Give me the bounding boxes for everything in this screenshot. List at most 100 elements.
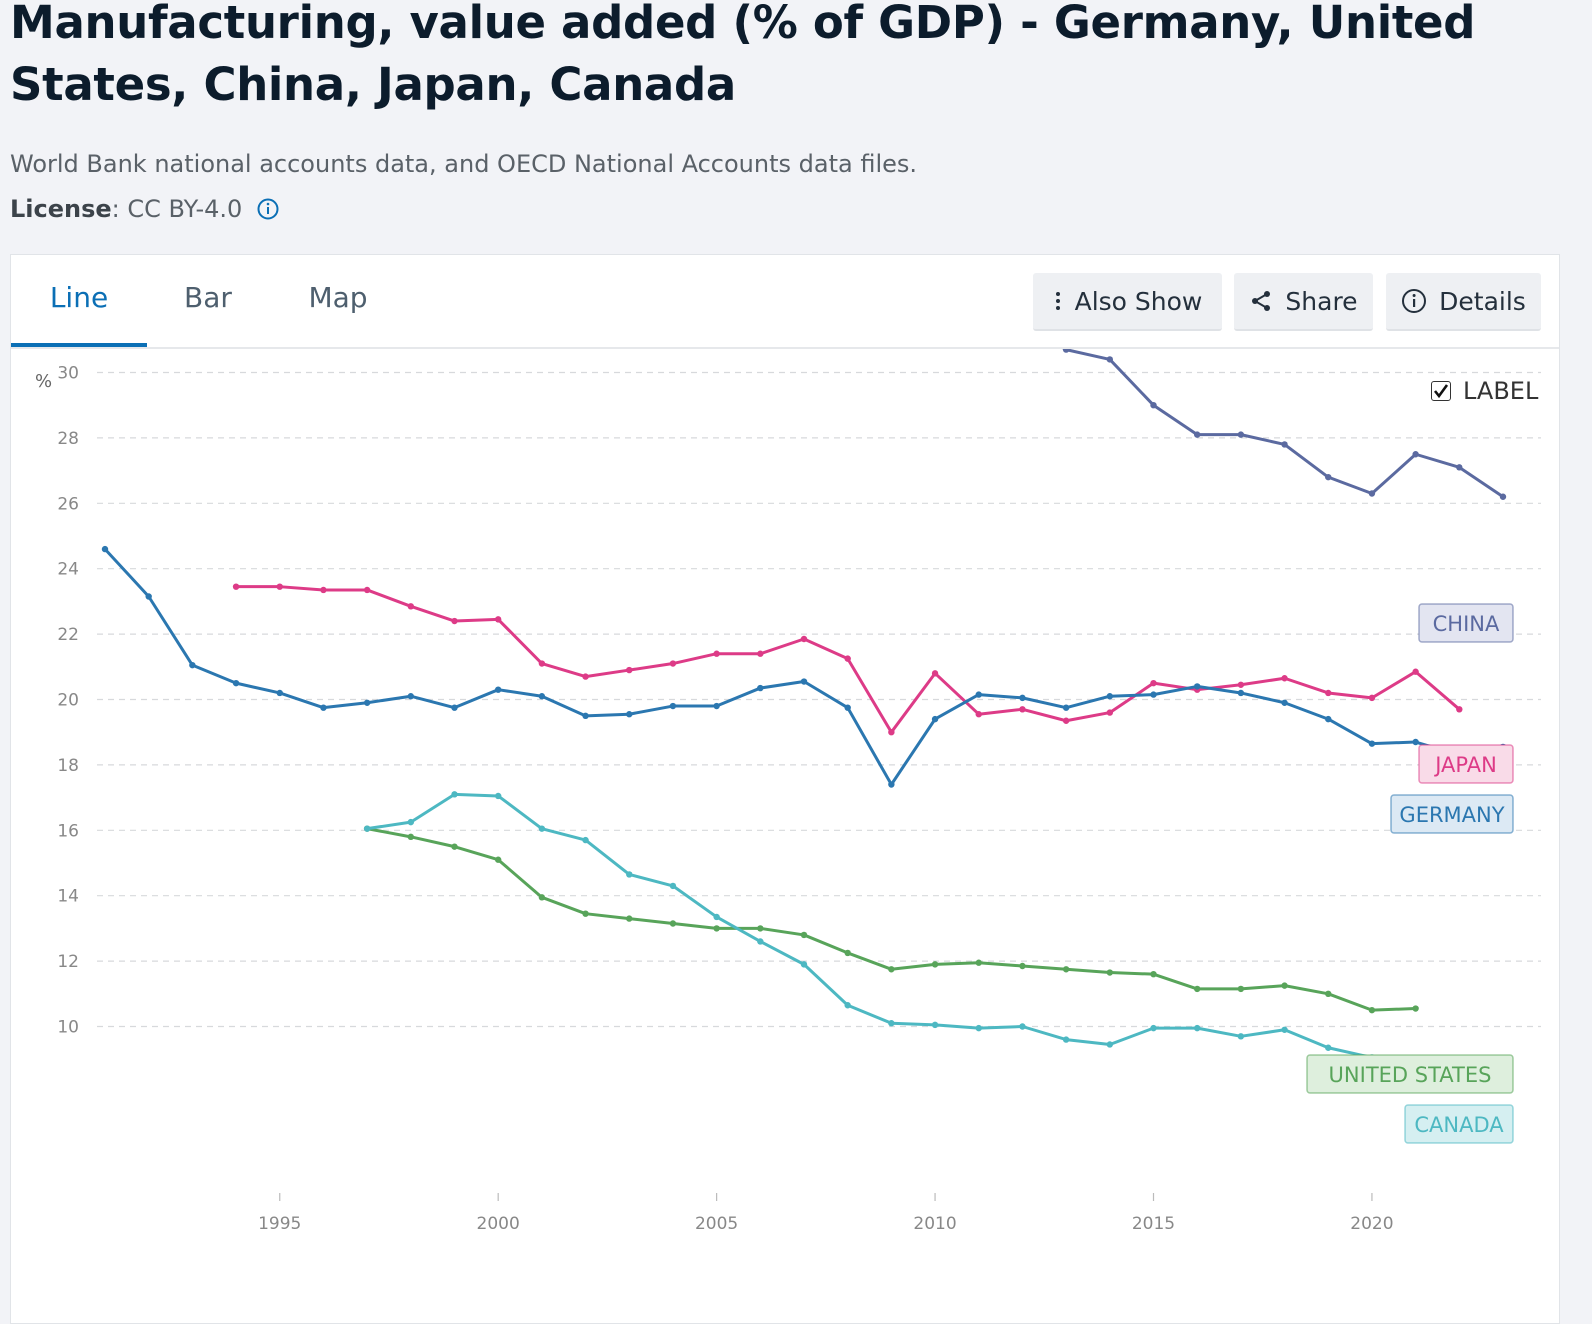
data-point[interactable] [931, 670, 939, 677]
data-point[interactable] [975, 711, 982, 718]
data-point[interactable] [1150, 679, 1157, 687]
data-point[interactable] [1368, 1006, 1376, 1014]
data-point[interactable] [1193, 985, 1201, 993]
data-point[interactable] [1106, 356, 1114, 363]
data-point[interactable] [757, 938, 764, 945]
data-point[interactable] [1062, 349, 1070, 353]
data-point[interactable] [669, 882, 677, 890]
data-point[interactable] [538, 693, 546, 700]
tab-map[interactable]: Map [308, 281, 368, 314]
data-point[interactable] [1281, 675, 1288, 682]
data-point[interactable] [1325, 473, 1332, 481]
tab-line[interactable]: Line [11, 255, 147, 347]
data-point[interactable] [407, 693, 415, 700]
data-point[interactable] [1106, 1041, 1114, 1048]
data-point[interactable] [582, 910, 589, 917]
data-point[interactable] [407, 818, 415, 826]
data-point[interactable] [494, 856, 502, 863]
data-point[interactable] [1281, 441, 1288, 448]
data-point[interactable] [494, 616, 502, 623]
data-point[interactable] [888, 966, 895, 973]
data-point[interactable] [844, 949, 851, 957]
data-point[interactable] [975, 959, 982, 966]
data-point[interactable] [1019, 1023, 1026, 1030]
data-point[interactable] [713, 650, 720, 657]
data-point[interactable] [669, 702, 677, 710]
data-point[interactable] [320, 586, 327, 594]
data-point[interactable] [232, 583, 240, 590]
also-show-button[interactable]: Also Show [1033, 273, 1222, 331]
data-point[interactable] [1193, 431, 1201, 438]
data-point[interactable] [1237, 689, 1245, 697]
data-point[interactable] [626, 711, 633, 718]
data-point[interactable] [1325, 689, 1332, 697]
data-point[interactable] [1456, 706, 1463, 713]
data-point[interactable] [800, 678, 808, 685]
series-germany[interactable] [101, 545, 1507, 788]
data-point[interactable] [844, 704, 851, 711]
series-china[interactable] [670, 349, 1507, 500]
data-point[interactable] [451, 704, 458, 711]
data-point[interactable] [888, 1020, 895, 1027]
data-point[interactable] [1368, 490, 1376, 497]
data-point[interactable] [363, 825, 371, 832]
data-point[interactable] [1412, 451, 1419, 458]
data-point[interactable] [1019, 694, 1026, 702]
data-point[interactable] [713, 913, 720, 921]
series-canada[interactable] [363, 791, 1376, 1061]
data-point[interactable] [276, 689, 283, 697]
data-point[interactable] [1325, 715, 1332, 723]
data-point[interactable] [626, 871, 633, 878]
tab-bar[interactable]: Bar [184, 281, 232, 314]
data-point[interactable] [538, 894, 546, 901]
data-point[interactable] [1062, 704, 1070, 711]
data-point[interactable] [1106, 969, 1114, 976]
info-icon[interactable] [256, 197, 280, 221]
data-point[interactable] [1237, 1033, 1245, 1040]
data-point[interactable] [1368, 740, 1376, 747]
data-point[interactable] [1062, 966, 1070, 973]
series-japan[interactable] [232, 583, 1463, 736]
data-point[interactable] [1237, 681, 1245, 688]
data-point[interactable] [1412, 668, 1419, 675]
data-point[interactable] [1150, 691, 1157, 698]
data-point[interactable] [582, 673, 589, 680]
data-point[interactable] [626, 666, 633, 674]
data-point[interactable] [713, 925, 720, 932]
details-button[interactable]: Details [1386, 273, 1541, 331]
data-point[interactable] [407, 833, 415, 841]
share-button[interactable]: Share [1234, 273, 1373, 331]
data-point[interactable] [757, 650, 764, 657]
data-point[interactable] [363, 586, 371, 594]
data-point[interactable] [1237, 431, 1245, 438]
data-point[interactable] [931, 1021, 939, 1029]
data-point[interactable] [888, 781, 895, 788]
data-point[interactable] [800, 961, 808, 968]
data-point[interactable] [1150, 970, 1157, 978]
data-point[interactable] [626, 915, 633, 922]
data-point[interactable] [538, 825, 546, 832]
data-point[interactable] [451, 843, 458, 850]
data-point[interactable] [1456, 464, 1463, 471]
data-point[interactable] [101, 545, 109, 553]
data-point[interactable] [451, 791, 458, 798]
data-point[interactable] [1325, 1044, 1332, 1051]
data-point[interactable] [1019, 962, 1026, 970]
data-point[interactable] [407, 603, 415, 610]
data-point[interactable] [1193, 1024, 1201, 1032]
data-point[interactable] [538, 660, 546, 667]
data-point[interactable] [1412, 1005, 1419, 1012]
data-point[interactable] [1062, 1036, 1070, 1043]
data-point[interactable] [669, 920, 677, 927]
data-point[interactable] [1019, 706, 1026, 713]
data-point[interactable] [1499, 493, 1507, 500]
data-point[interactable] [1106, 693, 1114, 700]
data-point[interactable] [582, 836, 589, 844]
data-point[interactable] [975, 691, 982, 698]
data-point[interactable] [1281, 699, 1288, 706]
data-point[interactable] [1412, 738, 1419, 746]
data-point[interactable] [1325, 990, 1332, 997]
data-point[interactable] [1368, 694, 1376, 702]
data-point[interactable] [1150, 1024, 1157, 1032]
data-point[interactable] [669, 660, 677, 667]
